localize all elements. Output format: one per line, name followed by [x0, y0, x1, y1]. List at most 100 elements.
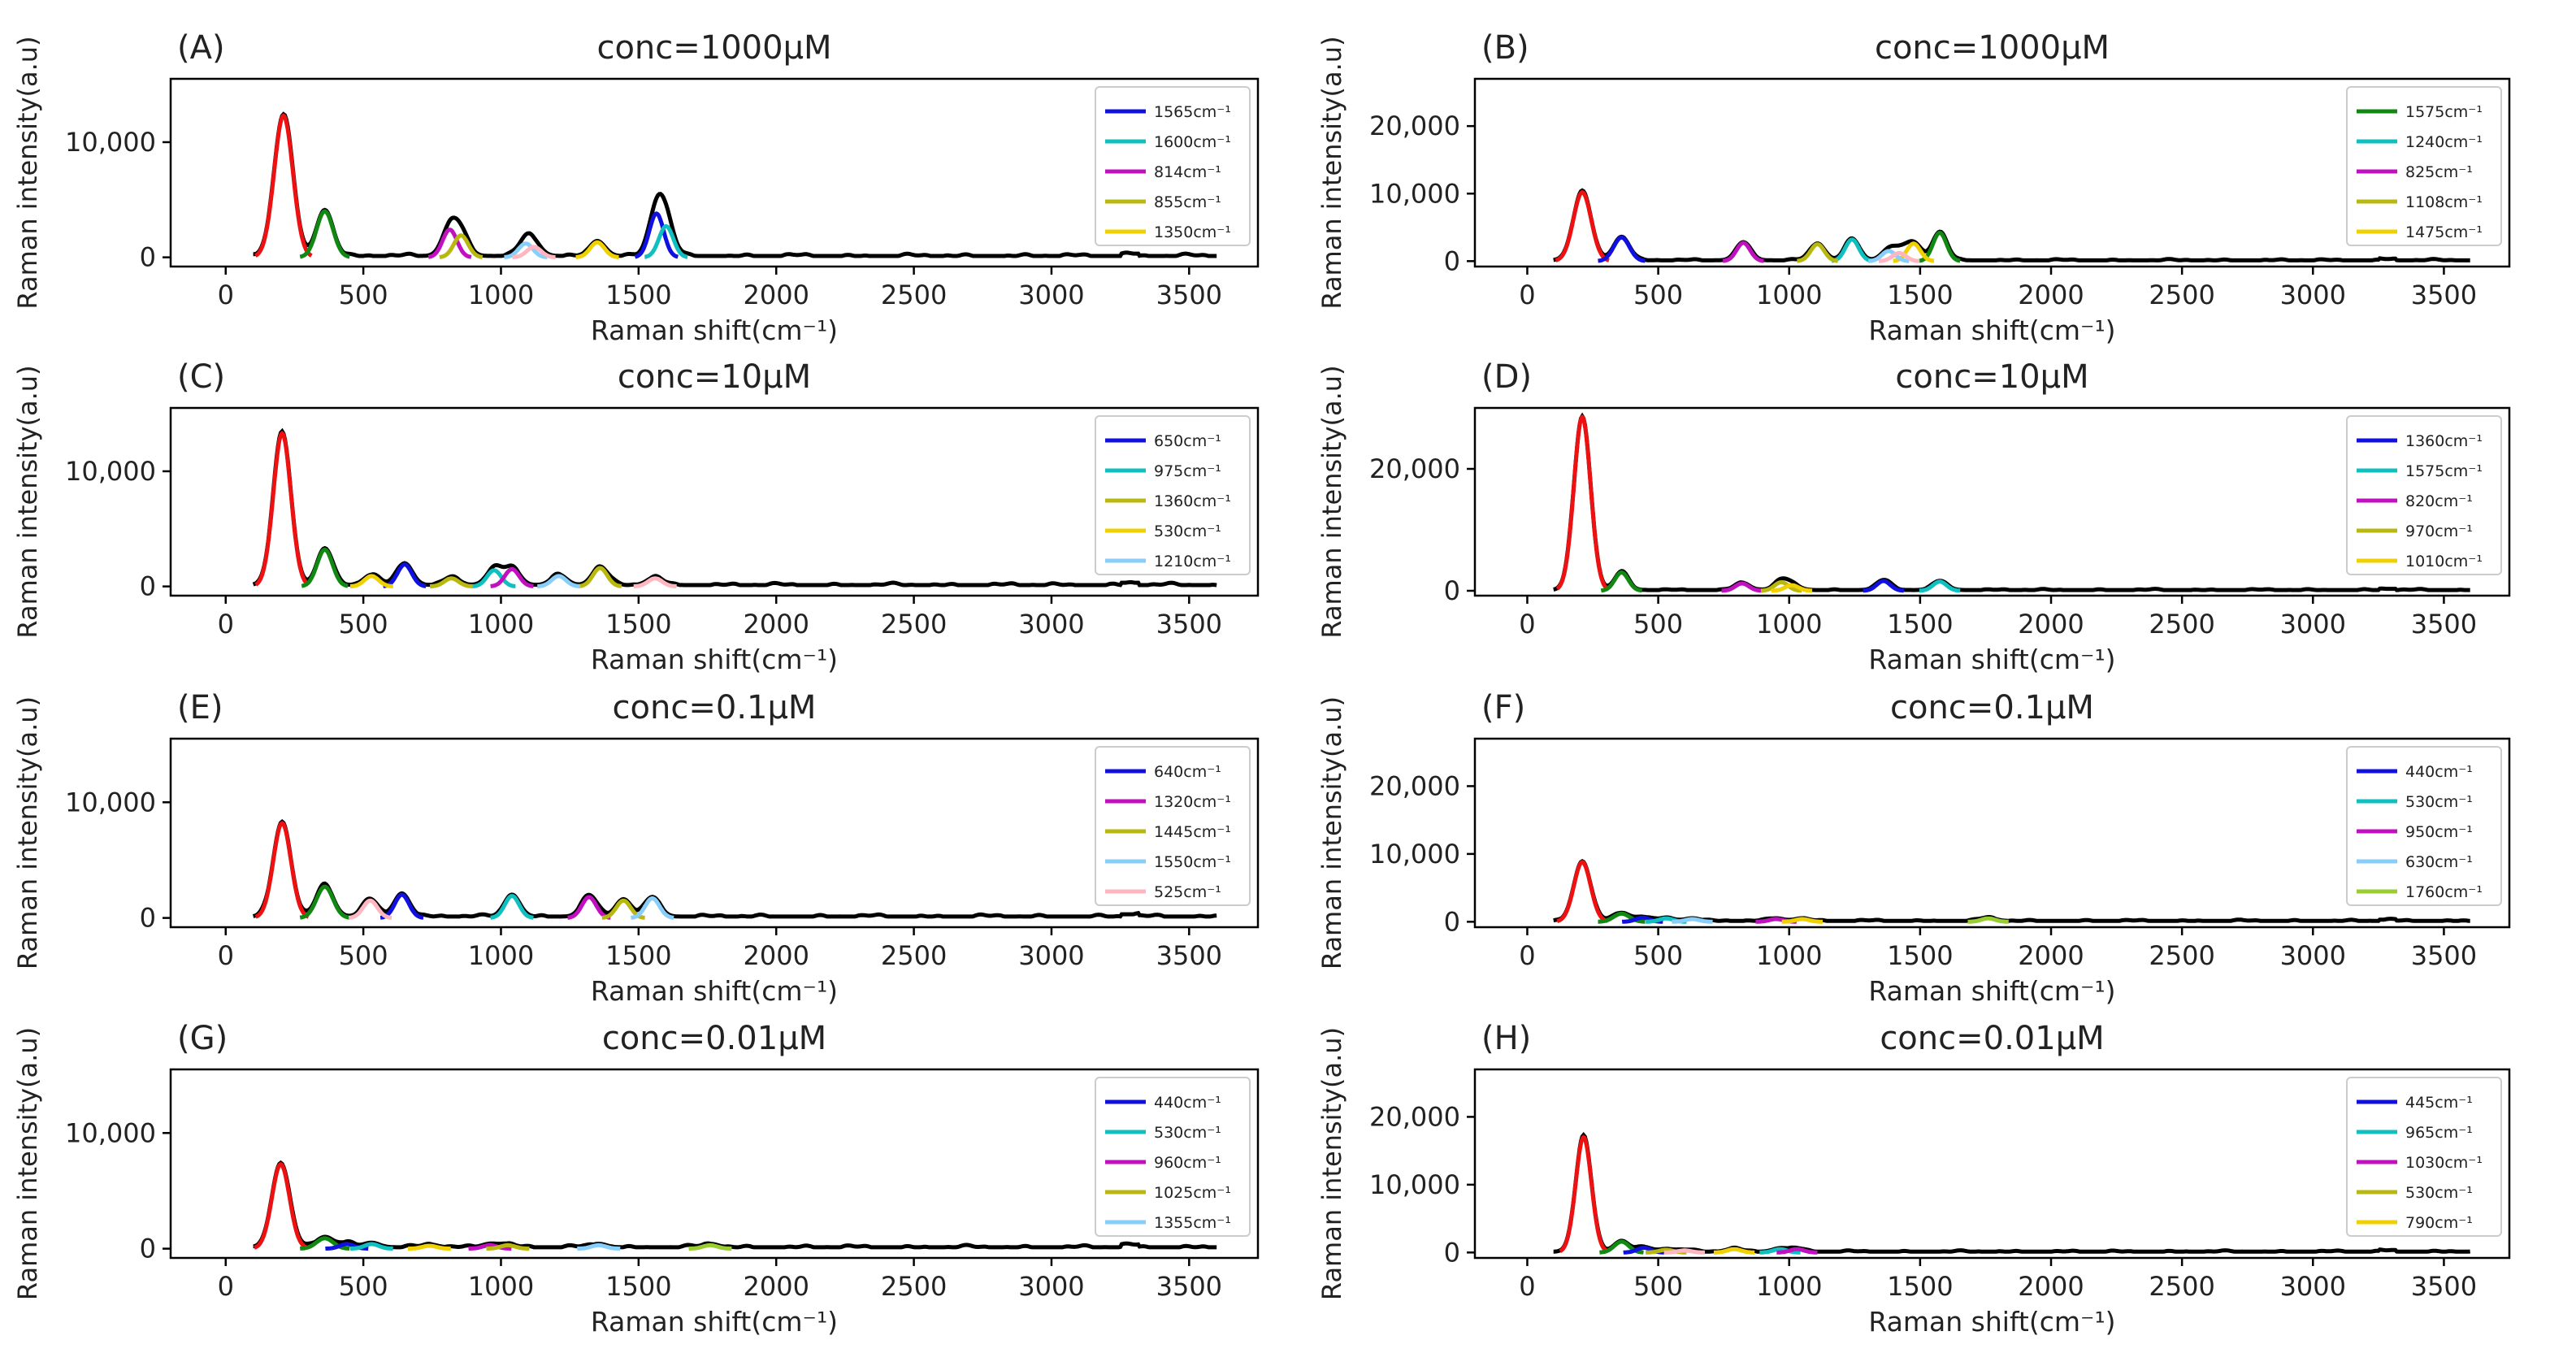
y-tick-label: 10,000: [1369, 1169, 1460, 1200]
legend-label: 1240cm⁻¹: [2405, 133, 2483, 151]
fit-peak: [379, 892, 424, 920]
spectrum-line: [1553, 188, 2470, 262]
chart-title: conc=1000μM: [596, 29, 831, 67]
x-tick-label: 3500: [1156, 940, 1222, 971]
x-tick-label: 1500: [1887, 1271, 1953, 1302]
legend-label: 950cm⁻¹: [2405, 823, 2473, 841]
fit-peak-extra: [408, 1243, 451, 1251]
legend-label: 825cm⁻¹: [2405, 163, 2473, 181]
y-axis-label: Raman intensity(a.u): [12, 365, 43, 638]
legend-label: 1010cm⁻¹: [2405, 553, 2483, 570]
legend-label: 440cm⁻¹: [2405, 763, 2473, 781]
legend-label: 814cm⁻¹: [1154, 163, 1221, 181]
x-tick-label: 3000: [2280, 609, 2346, 640]
legend-box: [2346, 1077, 2502, 1237]
x-tick-label: 0: [1519, 940, 1535, 971]
x-tick-label: 2500: [881, 609, 947, 640]
y-tick-label: 0: [140, 571, 156, 602]
legend-label: 960cm⁻¹: [1154, 1154, 1221, 1172]
fit-peak-extra: [1663, 1248, 1705, 1255]
x-axis-label: Raman shift(cm⁻¹): [591, 975, 838, 1007]
x-tick-label: 500: [339, 609, 388, 640]
plot-frame: [1473, 737, 2511, 929]
legend-label: 1360cm⁻¹: [1154, 492, 1231, 510]
x-axis-label: Raman shift(cm⁻¹): [591, 644, 838, 675]
x-axis-label: Raman shift(cm⁻¹): [591, 314, 838, 346]
spectrum-line: [1553, 1132, 2470, 1254]
x-tick-label: 2500: [881, 1271, 947, 1302]
fit-peak: [1919, 579, 1961, 593]
x-tick-label: 2000: [2018, 609, 2084, 640]
x-tick-label: 0: [1519, 280, 1535, 310]
legend-label: 630cm⁻¹: [2405, 853, 2473, 871]
x-tick-label: 1000: [468, 940, 534, 971]
panel-label: (C): [177, 358, 225, 396]
legend-box: [2346, 86, 2502, 246]
fit-peak: [1797, 242, 1838, 263]
legend-box: [1095, 746, 1251, 906]
panel-label: (D): [1481, 358, 1532, 396]
x-tick-label: 0: [218, 1271, 234, 1302]
legend-box: [1095, 1077, 1251, 1237]
y-tick-label: 10,000: [1369, 839, 1460, 869]
chart-panel-a: (A) conc=1000μM 0 500 1000 1500 2000 2500 3000 35…: [12, 29, 1260, 346]
x-tick-label: 500: [1633, 1271, 1683, 1302]
fit-peak-main: [1555, 189, 1610, 262]
x-tick-label: 1000: [1756, 1271, 1822, 1302]
x-tick-label: 2000: [743, 1271, 809, 1302]
fit-peak: [472, 568, 516, 588]
x-axis-label: Raman shift(cm⁻¹): [1868, 1306, 2115, 1338]
legend-label: 1210cm⁻¹: [1154, 553, 1231, 570]
y-tick-label: 10,000: [1369, 178, 1460, 209]
fit-peak: [634, 211, 679, 259]
x-tick-label: 1000: [468, 1271, 534, 1302]
x-tick-label: 500: [339, 280, 388, 310]
y-tick-label: 10,000: [65, 787, 156, 817]
spectrum-line: [252, 427, 1217, 588]
x-tick-label: 500: [1633, 280, 1683, 310]
panel-label: (F): [1481, 689, 1525, 726]
legend-label: 445cm⁻¹: [2405, 1094, 2473, 1112]
y-tick-label: 10,000: [65, 456, 156, 487]
legend-label: 530cm⁻¹: [2405, 793, 2473, 811]
legend-label: 1565cm⁻¹: [1154, 103, 1231, 121]
x-tick-label: 0: [1519, 609, 1535, 640]
chart-panel-b: (B) conc=1000μM 0 500 1000 1500 2000 2500 3000 35…: [1316, 29, 2511, 346]
fit-peak-extra: [633, 576, 677, 589]
y-tick-label: 20,000: [1369, 111, 1460, 141]
chart-panel-e: (E) conc=0.1μM 0 500 1000 1500 2000 2500 3000 350…: [12, 689, 1260, 1007]
fit-peak: [1759, 1247, 1801, 1255]
x-tick-label: 3500: [2411, 280, 2477, 310]
y-tick-label: 0: [140, 903, 156, 934]
y-tick-label: 20,000: [1369, 453, 1460, 484]
legend-label: 1445cm⁻¹: [1154, 823, 1231, 841]
chart-panel-g: (G) conc=0.01μM 0 500 1000 1500 2000 2500 3000 35…: [12, 1020, 1260, 1338]
plot-frame: [169, 1068, 1260, 1260]
fit-peak-extra: [490, 566, 534, 588]
fit-peak: [1760, 579, 1802, 593]
fit-peak-second: [1600, 570, 1643, 593]
x-tick-label: 3000: [1018, 280, 1084, 310]
legend-label: 970cm⁻¹: [2405, 523, 2473, 540]
x-tick-label: 2000: [2018, 1271, 2084, 1302]
fit-peak: [1863, 579, 1905, 593]
fit-peak: [578, 566, 622, 588]
legend-box: [2346, 415, 2502, 575]
plot-frame: [1473, 77, 2511, 268]
legend-label: 530cm⁻¹: [1154, 1124, 1221, 1142]
legend-label: 1600cm⁻¹: [1154, 133, 1231, 151]
legend-label: 650cm⁻¹: [1154, 432, 1221, 450]
fit-peak: [1771, 583, 1813, 593]
fit-peak: [537, 574, 580, 588]
fit-peak: [348, 898, 392, 920]
chart-title: conc=0.01μM: [1880, 1020, 2104, 1057]
x-tick-label: 3000: [1018, 1271, 1084, 1302]
x-tick-label: 0: [218, 940, 234, 971]
x-tick-label: 3500: [1156, 609, 1222, 640]
chart-panel-c: (C) conc=10μM 0 500 1000 1500 2000 2500 3000 3500…: [12, 358, 1260, 675]
x-tick-label: 500: [339, 1271, 388, 1302]
panel-label: (G): [177, 1020, 228, 1057]
y-axis-label: Raman intensity(a.u): [12, 36, 43, 309]
x-tick-label: 2500: [2149, 280, 2214, 310]
chart-panel-d: (D) conc=10μM 0 500 1000 1500 2000 2500 3000 3500…: [1316, 358, 2511, 675]
